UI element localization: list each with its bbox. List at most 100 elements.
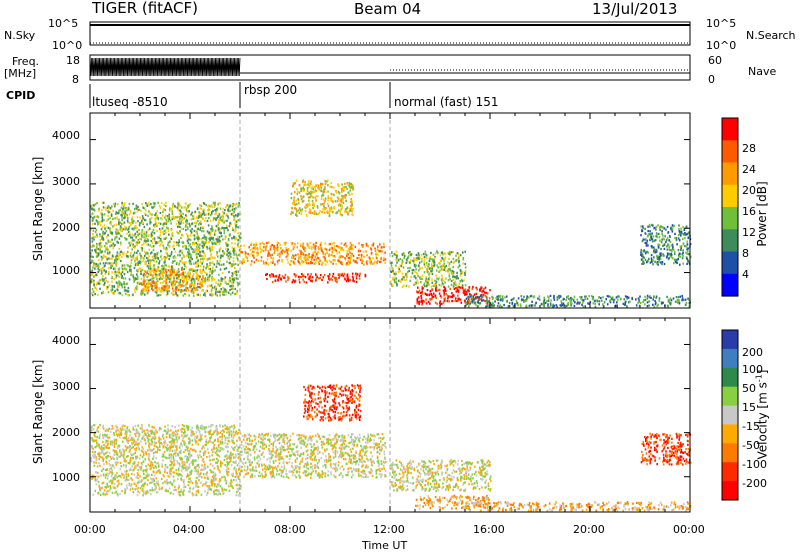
velocity-data-cell xyxy=(192,460,195,463)
power-data-cell xyxy=(299,207,301,210)
power-data-cell xyxy=(450,283,453,286)
power-data-cell xyxy=(94,286,96,289)
power-data-cell xyxy=(327,281,329,284)
power-data-cell xyxy=(668,257,670,260)
power-data-cell xyxy=(395,256,398,259)
power-data-cell xyxy=(211,275,213,279)
power-data-cell xyxy=(426,263,428,267)
power-data-cell xyxy=(149,267,152,271)
power-data-cell xyxy=(211,225,213,228)
power-data-cell xyxy=(103,224,106,227)
power-data-cell xyxy=(338,276,340,279)
power-data-cell xyxy=(308,246,311,249)
power-data-cell xyxy=(452,275,455,278)
power-data-cell xyxy=(316,206,319,209)
power-data-cell xyxy=(160,240,163,243)
power-data-cell xyxy=(199,204,201,207)
power-data-cell xyxy=(199,261,202,264)
power-data-cell xyxy=(130,251,132,254)
power-data-cell xyxy=(181,272,183,275)
power-data-cell xyxy=(93,209,96,212)
power-data-cell xyxy=(110,262,113,265)
power-data-cell xyxy=(187,210,189,213)
power-data-cell xyxy=(215,210,217,213)
power-data-cell xyxy=(173,277,175,280)
power-data-cell xyxy=(615,304,617,307)
power-data-cell xyxy=(143,282,145,285)
power-data-cell xyxy=(157,201,159,204)
power-data-cell xyxy=(378,260,381,264)
power-data-cell xyxy=(295,213,297,217)
power-data-cell xyxy=(413,275,416,278)
power-data-cell xyxy=(220,254,223,257)
power-data-cell xyxy=(348,250,351,253)
power-data-cell xyxy=(232,256,235,259)
power-data-cell xyxy=(424,253,427,256)
power-data-cell xyxy=(308,211,311,214)
power-data-cell xyxy=(126,250,129,254)
power-data-cell xyxy=(193,229,196,232)
power-data-cell xyxy=(163,256,165,259)
power-data-cell xyxy=(231,237,233,240)
power-data-cell xyxy=(223,221,226,224)
power-data-cell xyxy=(105,255,107,259)
power-data-cell xyxy=(332,262,334,265)
power-data-cell xyxy=(155,212,157,215)
power-data-cell xyxy=(152,267,155,270)
power-data-cell xyxy=(334,200,337,203)
power-data-cell xyxy=(266,258,269,261)
velocity-data-cell xyxy=(103,463,105,466)
power-data-cell xyxy=(137,240,139,243)
power-data-cell xyxy=(93,245,95,248)
power-data-cell xyxy=(112,217,114,220)
power-data-cell xyxy=(185,208,188,211)
velocity-data-cell xyxy=(189,456,191,459)
power-data-cell xyxy=(678,230,681,233)
power-data-cell xyxy=(675,239,678,242)
power-data-cell xyxy=(200,284,203,287)
power-data-cell xyxy=(422,299,425,302)
power-data-cell xyxy=(395,277,398,280)
power-data-cell xyxy=(114,205,116,208)
power-data-cell xyxy=(442,279,445,282)
power-data-cell xyxy=(331,254,334,257)
power-data-cell xyxy=(155,275,157,278)
power-data-cell xyxy=(132,202,134,205)
power-data-cell xyxy=(648,257,650,260)
power-data-cell xyxy=(390,280,392,283)
power-data-cell xyxy=(222,207,225,210)
power-data-cell xyxy=(214,292,217,295)
power-data-cell xyxy=(125,289,128,292)
power-data-cell xyxy=(662,253,664,256)
power-data-cell xyxy=(170,253,173,256)
power-data-cell xyxy=(576,298,579,301)
power-data-cell xyxy=(124,216,126,219)
power-data-cell xyxy=(370,260,372,263)
power-data-cell xyxy=(657,243,659,246)
power-data-cell xyxy=(224,237,226,240)
power-data-cell xyxy=(168,217,170,221)
power-data-cell xyxy=(136,263,138,266)
power-data-cell xyxy=(426,267,428,271)
power-data-cell xyxy=(128,230,130,233)
power-data-cell xyxy=(439,269,441,272)
power-data-cell xyxy=(232,281,235,284)
power-data-cell xyxy=(253,261,256,264)
power-data-cell xyxy=(140,272,142,276)
power-data-cell xyxy=(138,237,141,240)
power-data-cell xyxy=(151,245,153,248)
power-data-cell xyxy=(232,248,235,251)
power-data-cell xyxy=(233,247,236,250)
power-data-cell xyxy=(99,221,101,224)
power-data-cell xyxy=(530,294,533,297)
power-data-cell xyxy=(312,252,314,255)
power-data-cell xyxy=(642,238,645,241)
power-data-cell xyxy=(320,203,322,206)
power-data-cell xyxy=(130,273,132,276)
power-data-cell xyxy=(187,248,190,251)
power-data-cell xyxy=(166,290,169,294)
power-data-cell xyxy=(448,262,451,265)
power-data-cell xyxy=(146,278,149,281)
power-data-cell xyxy=(211,227,214,230)
power-data-cell xyxy=(644,258,647,261)
